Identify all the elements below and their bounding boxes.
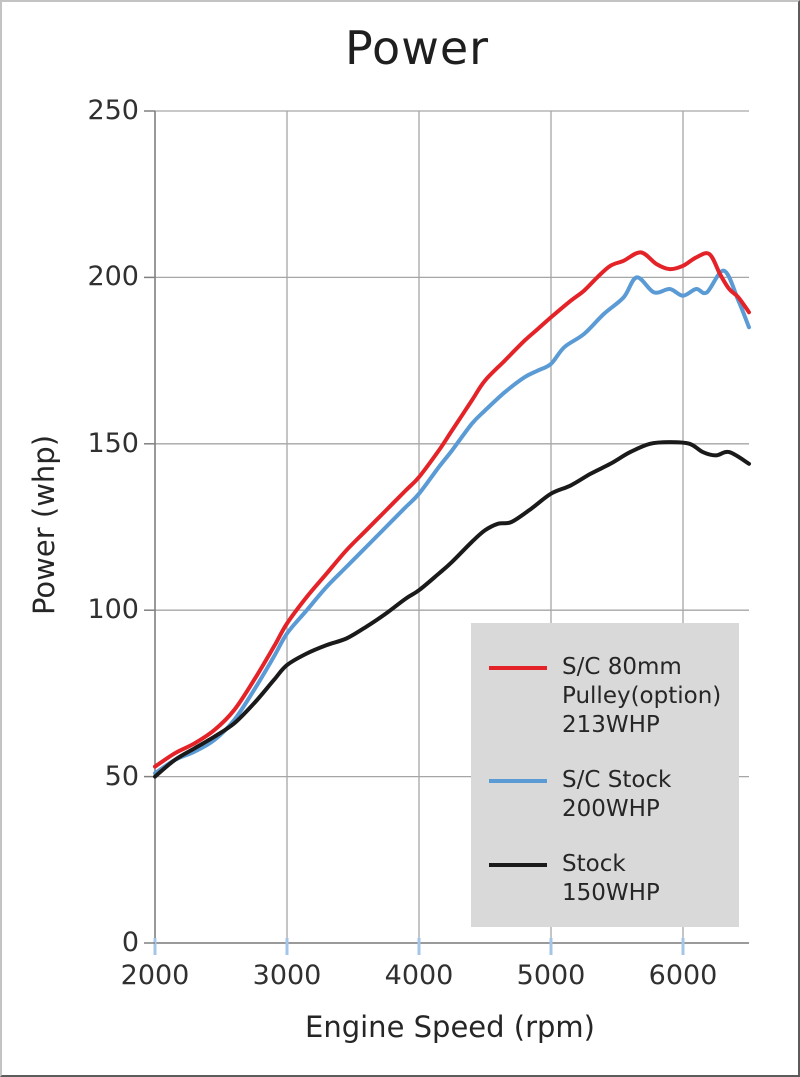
legend-line-sample-blue	[489, 779, 547, 783]
legend-entry-sc-stock: S/C Stock 200WHP	[489, 766, 739, 824]
y-tick-label: 50	[104, 760, 139, 792]
legend-entry-sc-80mm-pulley: S/C 80mm Pulley(option) 213WHP	[489, 653, 739, 740]
x-tick-label: 5000	[516, 960, 586, 991]
y-axis-title: Power (whp)	[27, 434, 61, 616]
y-tick-label: 100	[87, 594, 139, 626]
y-tick-label: 0	[121, 927, 139, 958]
series-line-stock-150whp	[153, 440, 751, 779]
legend-label: S/C 80mm Pulley(option) 213WHP	[562, 654, 722, 738]
chart-title: Power	[344, 21, 490, 75]
series-line-s-c-stock-200whp	[153, 268, 751, 776]
x-tick-label: 3000	[252, 960, 322, 991]
x-tick-label: 2000	[120, 960, 190, 991]
x-tick-label: 6000	[648, 960, 718, 991]
y-tick-label: 200	[87, 261, 139, 293]
series-line-s-c-80mm-pulley-option-213whp	[153, 250, 751, 769]
x-axis-title: Engine Speed (rpm)	[305, 1010, 595, 1044]
y-tick-label: 150	[87, 427, 139, 459]
legend-label: S/C Stock 200WHP	[562, 767, 672, 822]
legend-line-sample-red	[489, 666, 547, 670]
y-tick-label: 250	[87, 95, 139, 126]
x-tick-label: 4000	[384, 960, 454, 991]
legend-label: Stock 150WHP	[562, 851, 660, 906]
legend-entry-stock: Stock 150WHP	[489, 850, 739, 908]
legend-line-sample-black	[489, 863, 547, 867]
legend: S/C 80mm Pulley(option) 213WHP S/C Stock…	[471, 623, 739, 927]
